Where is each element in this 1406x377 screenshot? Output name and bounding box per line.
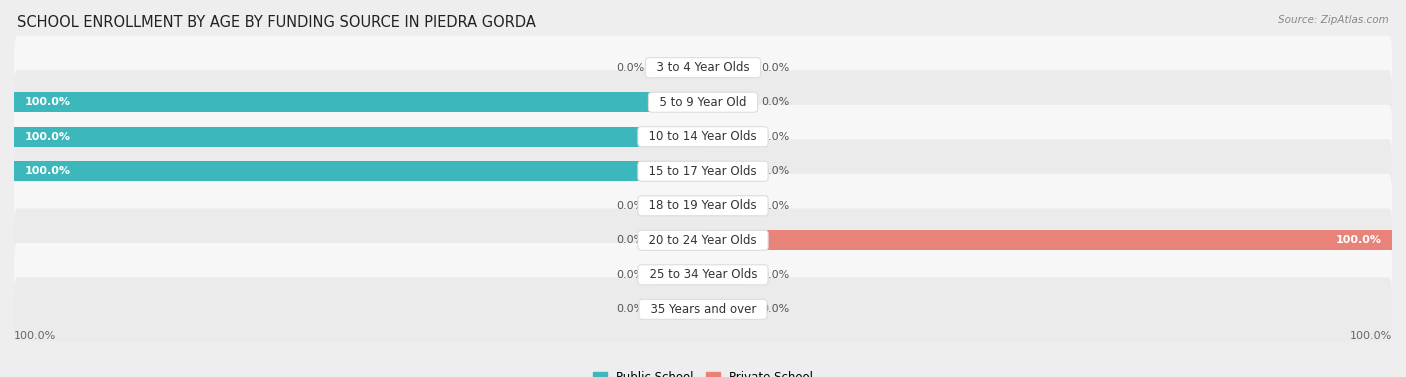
Text: 100.0%: 100.0% — [24, 132, 70, 142]
Bar — [703, 265, 751, 285]
Bar — [14, 161, 703, 181]
FancyBboxPatch shape — [14, 174, 1392, 238]
FancyBboxPatch shape — [14, 139, 1392, 203]
FancyBboxPatch shape — [14, 105, 1392, 169]
Text: 0.0%: 0.0% — [616, 201, 644, 211]
Bar — [655, 265, 703, 285]
Text: 100.0%: 100.0% — [24, 166, 70, 176]
Bar — [655, 58, 703, 78]
Text: 0.0%: 0.0% — [762, 97, 790, 107]
Bar — [655, 299, 703, 319]
Text: 10 to 14 Year Olds: 10 to 14 Year Olds — [641, 130, 765, 143]
Legend: Public School, Private School: Public School, Private School — [588, 366, 818, 377]
Text: 20 to 24 Year Olds: 20 to 24 Year Olds — [641, 234, 765, 247]
FancyBboxPatch shape — [14, 208, 1392, 272]
Text: 0.0%: 0.0% — [762, 63, 790, 73]
Text: Source: ZipAtlas.com: Source: ZipAtlas.com — [1278, 15, 1389, 25]
Text: 100.0%: 100.0% — [14, 331, 56, 341]
Text: 0.0%: 0.0% — [616, 63, 644, 73]
Bar — [703, 230, 1392, 250]
Text: 100.0%: 100.0% — [1336, 235, 1382, 245]
Text: 5 to 9 Year Old: 5 to 9 Year Old — [652, 96, 754, 109]
FancyBboxPatch shape — [14, 277, 1392, 341]
Bar — [655, 196, 703, 216]
FancyBboxPatch shape — [14, 70, 1392, 134]
Bar — [703, 58, 751, 78]
Bar — [703, 196, 751, 216]
Text: 100.0%: 100.0% — [1350, 331, 1392, 341]
Text: 0.0%: 0.0% — [762, 270, 790, 280]
Bar — [703, 92, 751, 112]
Bar — [703, 127, 751, 147]
Text: 35 Years and over: 35 Years and over — [643, 303, 763, 316]
FancyBboxPatch shape — [14, 243, 1392, 307]
Text: 0.0%: 0.0% — [616, 235, 644, 245]
Bar — [14, 127, 703, 147]
Text: 18 to 19 Year Olds: 18 to 19 Year Olds — [641, 199, 765, 212]
Text: 25 to 34 Year Olds: 25 to 34 Year Olds — [641, 268, 765, 281]
Text: 100.0%: 100.0% — [24, 97, 70, 107]
Text: 0.0%: 0.0% — [762, 201, 790, 211]
Bar — [703, 161, 751, 181]
Text: 15 to 17 Year Olds: 15 to 17 Year Olds — [641, 165, 765, 178]
Text: 0.0%: 0.0% — [616, 304, 644, 314]
Bar — [703, 299, 751, 319]
Bar — [14, 92, 703, 112]
Text: 0.0%: 0.0% — [616, 270, 644, 280]
Text: 0.0%: 0.0% — [762, 132, 790, 142]
FancyBboxPatch shape — [14, 36, 1392, 100]
Text: 3 to 4 Year Olds: 3 to 4 Year Olds — [650, 61, 756, 74]
Bar — [655, 230, 703, 250]
Text: 0.0%: 0.0% — [762, 304, 790, 314]
Text: SCHOOL ENROLLMENT BY AGE BY FUNDING SOURCE IN PIEDRA GORDA: SCHOOL ENROLLMENT BY AGE BY FUNDING SOUR… — [17, 15, 536, 30]
Text: 0.0%: 0.0% — [762, 166, 790, 176]
